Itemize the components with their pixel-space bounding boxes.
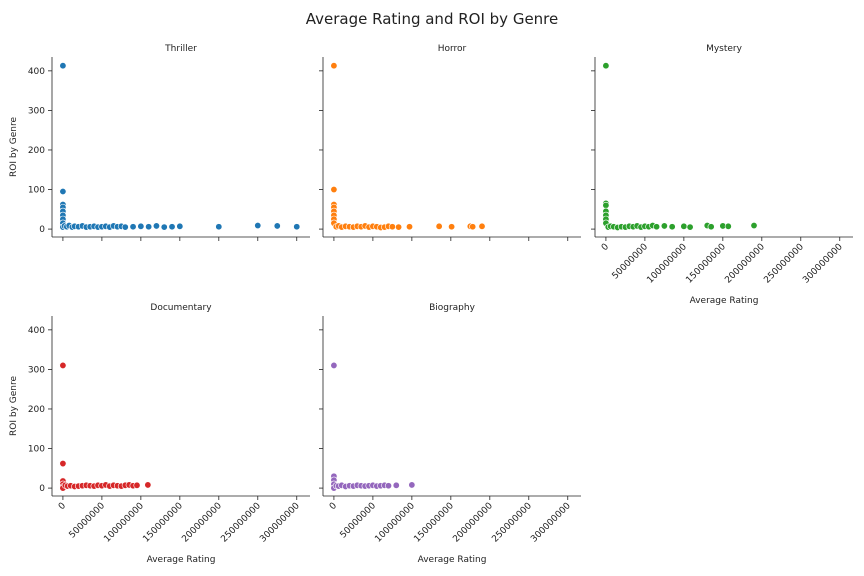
facet: Biography 0 500000001000000001500000002000… — [319, 303, 581, 565]
x-tick-label: 0 — [600, 242, 611, 253]
y-axis-label: ROI by Genre — [9, 376, 19, 436]
point — [469, 223, 477, 231]
y-tick-label: 100 — [28, 186, 45, 196]
y-tick-label: 200 — [28, 405, 45, 415]
y-tick-label: 100 — [28, 445, 45, 455]
point — [160, 223, 168, 231]
x-axis-label: Average Rating — [418, 555, 487, 565]
point — [152, 222, 160, 230]
y-tick-label: 0 — [39, 484, 45, 494]
point — [660, 222, 668, 230]
point — [254, 222, 262, 230]
point — [137, 222, 145, 230]
y-tick-label: 400 — [28, 326, 45, 336]
facet: Horror — [319, 44, 581, 241]
y-axis-label: ROI by Genre — [9, 117, 19, 177]
x-tick-label: 250000000 — [219, 501, 263, 545]
point — [145, 223, 153, 231]
point — [133, 481, 141, 489]
point — [273, 222, 281, 230]
point — [121, 223, 129, 231]
x-tick-label: 100000000 — [373, 501, 417, 545]
facet-title: Mystery — [706, 44, 743, 54]
x-tick-label: 200000000 — [180, 501, 224, 545]
point — [330, 186, 338, 194]
y-tick-label: 300 — [28, 106, 45, 116]
facet-title: Documentary — [150, 303, 212, 313]
x-tick-label: 100000000 — [102, 501, 146, 545]
facet: Thriller 0 100 200 300 400 ROI by Genre — [9, 44, 310, 241]
y-tick-label: 400 — [28, 67, 45, 77]
point — [653, 223, 661, 231]
facet-title: Horror — [438, 44, 467, 54]
facet: Mystery 0 50000000100000000150000000200000… — [591, 44, 853, 306]
point — [392, 481, 400, 489]
x-tick-label: 50000000 — [611, 242, 651, 282]
point — [215, 223, 223, 231]
x-tick-label: 50000000 — [339, 501, 379, 541]
point — [330, 62, 338, 70]
point — [686, 223, 694, 231]
point — [144, 481, 152, 489]
y-tick-label: 300 — [28, 365, 45, 375]
point — [59, 188, 67, 196]
point — [59, 62, 67, 70]
y-tick-label: 0 — [39, 225, 45, 235]
point — [602, 201, 610, 209]
x-tick-label: 200000000 — [451, 501, 495, 545]
point — [293, 223, 301, 231]
x-tick-label: 300000000 — [801, 242, 845, 286]
point — [129, 223, 137, 231]
point — [59, 361, 67, 369]
figure-title: Average Rating and ROI by Genre — [306, 10, 559, 28]
facet-title: Biography — [429, 303, 476, 313]
x-tick-label: 300000000 — [529, 501, 573, 545]
point — [330, 361, 338, 369]
x-tick-label: 250000000 — [490, 501, 534, 545]
point — [384, 482, 392, 490]
point — [388, 223, 396, 231]
point — [59, 460, 67, 468]
x-tick-label: 150000000 — [684, 242, 728, 286]
x-tick-label: 150000000 — [141, 501, 185, 545]
point — [448, 223, 456, 231]
point — [724, 222, 732, 230]
x-axis-label: Average Rating — [690, 296, 759, 306]
point — [406, 223, 414, 231]
point — [707, 223, 715, 231]
point — [478, 222, 486, 230]
x-tick-label: 300000000 — [258, 501, 302, 545]
x-tick-label: 0 — [328, 501, 339, 512]
point — [168, 223, 176, 231]
point — [602, 62, 610, 70]
point — [435, 222, 443, 230]
x-tick-label: 150000000 — [412, 501, 456, 545]
point — [176, 222, 184, 230]
facet-title: Thriller — [164, 44, 197, 54]
x-tick-label: 100000000 — [645, 242, 689, 286]
y-tick-label: 200 — [28, 146, 45, 156]
point — [668, 223, 676, 231]
x-tick-label: 0 — [57, 501, 68, 512]
x-tick-label: 50000000 — [68, 501, 108, 541]
point — [750, 222, 758, 230]
point — [395, 223, 403, 231]
x-axis-label: Average Rating — [147, 555, 216, 565]
x-tick-label: 250000000 — [762, 242, 806, 286]
x-tick-label: 200000000 — [723, 242, 767, 286]
point — [680, 222, 688, 230]
point — [408, 481, 416, 489]
